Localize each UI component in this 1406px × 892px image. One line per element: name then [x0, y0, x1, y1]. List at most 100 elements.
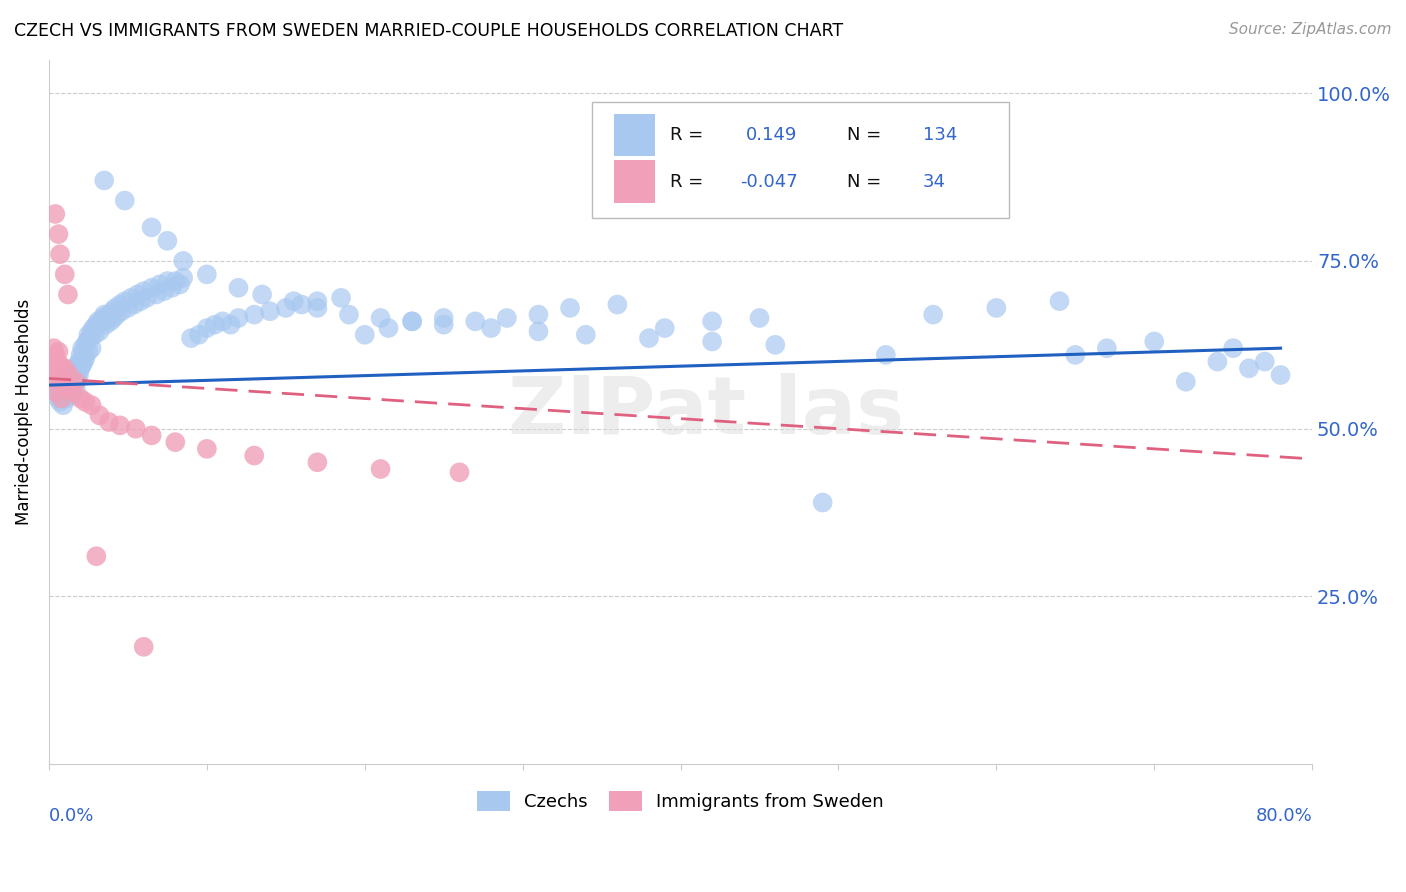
Point [86, 549, 108, 564]
Point [654, 321, 676, 335]
Point [307, 455, 329, 469]
Point [108, 297, 131, 311]
Point [748, 310, 770, 325]
Point [103, 310, 125, 325]
Point [75, 338, 97, 352]
Point [117, 301, 139, 315]
Point [763, 338, 786, 352]
Point [62, 378, 84, 392]
Point [65, 375, 87, 389]
Point [156, 274, 179, 288]
Point [73, 344, 96, 359]
Point [401, 314, 423, 328]
Point [73, 354, 96, 368]
Point [52, 371, 75, 385]
Point [49, 375, 72, 389]
Point [132, 640, 155, 654]
Point [141, 220, 163, 235]
Point [479, 321, 502, 335]
Point [449, 466, 471, 480]
Point [51, 361, 73, 376]
Point [45, 375, 67, 389]
Point [558, 301, 581, 315]
Text: N =: N = [848, 126, 882, 144]
Text: 80.0%: 80.0% [1256, 806, 1312, 824]
Point [44, 348, 66, 362]
Point [51, 392, 73, 406]
Text: R =: R = [671, 172, 703, 191]
Point [104, 301, 127, 315]
Point [62, 388, 84, 402]
Text: Source: ZipAtlas.com: Source: ZipAtlas.com [1229, 22, 1392, 37]
Point [77, 344, 100, 359]
Point [135, 291, 157, 305]
Text: CZECH VS IMMIGRANTS FROM SWEDEN MARRIED-COUPLE HOUSEHOLDS CORRELATION CHART: CZECH VS IMMIGRANTS FROM SWEDEN MARRIED-… [14, 22, 844, 40]
Point [700, 314, 723, 328]
Point [370, 462, 392, 476]
Point [1254, 354, 1277, 368]
Point [66, 371, 89, 385]
Point [153, 284, 176, 298]
Point [100, 314, 122, 328]
Point [219, 318, 242, 332]
Point [48, 227, 70, 241]
Point [77, 327, 100, 342]
Point [1049, 294, 1071, 309]
Point [243, 308, 266, 322]
Point [91, 310, 114, 325]
Point [433, 318, 456, 332]
Point [283, 294, 305, 309]
Point [55, 392, 77, 406]
Text: N =: N = [848, 172, 882, 191]
Point [606, 297, 628, 311]
Point [160, 281, 183, 295]
Text: 134: 134 [924, 126, 957, 144]
Point [127, 287, 149, 301]
Point [70, 341, 93, 355]
Point [180, 331, 202, 345]
Point [1222, 341, 1244, 355]
Point [527, 308, 550, 322]
Point [101, 304, 124, 318]
Point [120, 291, 142, 305]
Point [42, 361, 65, 376]
Point [700, 334, 723, 349]
Point [48, 365, 70, 379]
Point [148, 277, 170, 292]
Point [922, 308, 945, 322]
Point [67, 354, 90, 368]
Point [53, 388, 76, 402]
Point [527, 325, 550, 339]
Point [145, 287, 167, 301]
Point [49, 358, 72, 372]
Point [132, 284, 155, 298]
Point [172, 270, 194, 285]
Point [370, 310, 392, 325]
Point [56, 287, 79, 301]
Point [129, 294, 152, 309]
Point [44, 378, 66, 392]
Point [69, 392, 91, 406]
Text: ZIPat las: ZIPat las [508, 373, 904, 451]
Point [274, 301, 297, 315]
Point [291, 297, 314, 311]
Point [60, 375, 83, 389]
Point [53, 375, 76, 389]
Point [114, 194, 136, 208]
Point [62, 384, 84, 399]
Point [811, 495, 834, 509]
Point [353, 327, 375, 342]
Point [89, 325, 111, 339]
Point [401, 314, 423, 328]
Point [51, 381, 73, 395]
Point [211, 314, 233, 328]
Point [69, 348, 91, 362]
Point [1095, 341, 1118, 355]
Point [125, 422, 148, 436]
Legend: Czechs, Immigrants from Sweden: Czechs, Immigrants from Sweden [470, 783, 891, 819]
Point [195, 268, 218, 282]
Point [53, 378, 76, 392]
Point [55, 381, 77, 395]
Point [1270, 368, 1292, 382]
Point [188, 327, 211, 342]
